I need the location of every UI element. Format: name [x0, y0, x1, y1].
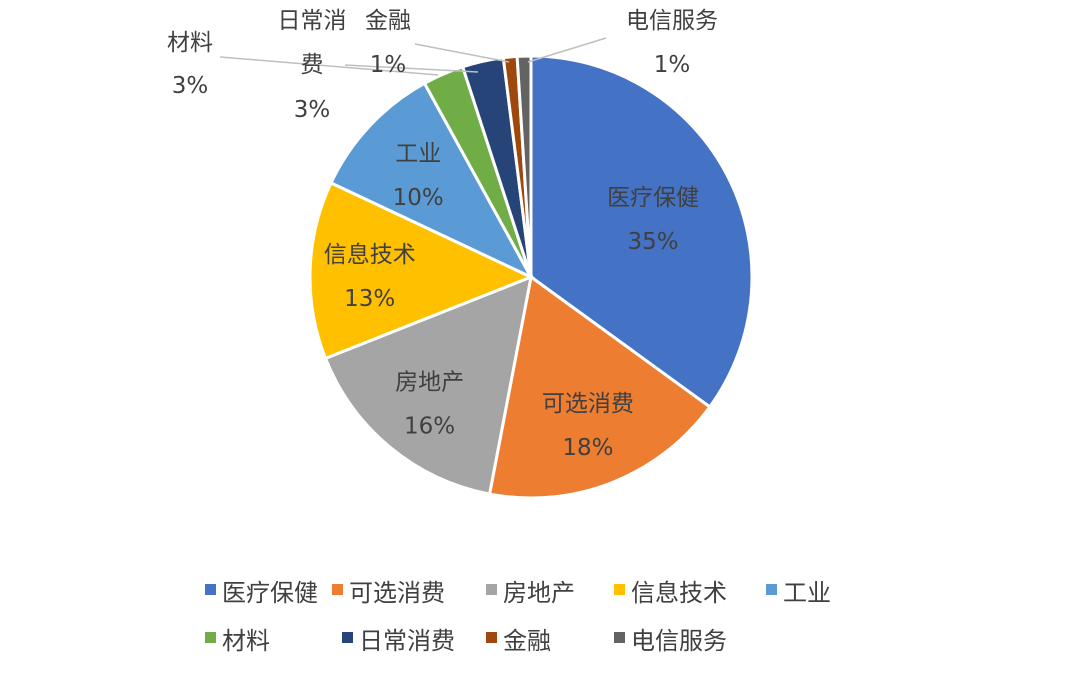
data-label-category: 信息技术 — [324, 242, 416, 268]
leader-line — [414, 43, 510, 63]
data-label-value: 35% — [628, 229, 679, 255]
data-label-category: 工业 — [395, 141, 441, 167]
data-label-category: 可选消费 — [542, 391, 634, 417]
legend-entry: 金融 — [503, 627, 551, 655]
pie-slice — [529, 54, 754, 409]
data-label-value: 18% — [562, 435, 613, 461]
pie-slice — [308, 180, 535, 361]
legend-entry: 可选消费 — [349, 579, 445, 607]
legend-swatch — [342, 632, 353, 643]
legend-entry: 医疗保健 — [222, 579, 318, 607]
leader-line — [344, 64, 479, 73]
legend-entry: 电信服务 — [631, 627, 727, 655]
legend-swatch — [205, 632, 216, 643]
legend-swatch — [486, 632, 497, 643]
legend-swatch — [205, 584, 216, 595]
data-label-category: 医疗保健 — [607, 185, 699, 211]
legend-entry: 工业 — [783, 579, 831, 607]
legend-swatch — [332, 584, 343, 595]
legend-swatch — [614, 632, 625, 643]
data-label-value: 3% — [294, 97, 331, 123]
data-label-value: 1% — [370, 52, 407, 78]
legend-entry: 日常消费 — [359, 627, 455, 655]
legend-entry: 材料 — [222, 627, 270, 655]
pie-slices — [308, 54, 754, 500]
data-label-value: 1% — [654, 52, 691, 78]
data-label-value: 16% — [404, 414, 455, 440]
data-label-category: 房地产 — [395, 370, 464, 396]
data-label-value: 3% — [172, 73, 209, 99]
legend-entry: 信息技术 — [631, 579, 727, 607]
legend-entry: 房地产 — [503, 579, 575, 607]
pie-slice — [487, 274, 712, 500]
data-label-value: 13% — [344, 286, 395, 312]
data-label-category: 日常消 — [278, 8, 347, 34]
leader-line — [527, 37, 607, 63]
legend-swatch — [614, 584, 625, 595]
leader-line — [219, 56, 439, 76]
pie-slice — [329, 81, 535, 281]
data-labels: 医疗保健 35% 可选消费 18% 房地产 16% 信息技术 13% 工业 10% 材料 3% 日常消费… — [167, 8, 718, 461]
data-label-category: 材料 — [167, 30, 213, 56]
data-label-value: 10% — [393, 185, 444, 211]
data-label-category: 费 — [301, 52, 324, 78]
pie-slice — [323, 274, 533, 496]
legend-swatch — [486, 584, 497, 595]
pie-slice — [515, 54, 533, 278]
data-label-category: 电信服务 — [626, 8, 718, 34]
leader-lines — [219, 37, 607, 76]
legend-swatch — [766, 584, 777, 595]
data-label-category: 金融 — [365, 8, 411, 34]
